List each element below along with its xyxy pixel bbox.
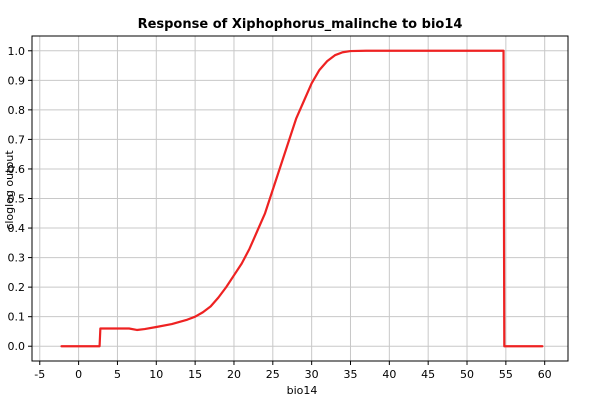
x-axis-label: bio14 xyxy=(287,384,318,397)
plot-frame xyxy=(31,35,569,362)
y-tick-label: 1.0 xyxy=(8,45,26,58)
x-tick-label: 50 xyxy=(460,368,474,381)
y-tick-label: 0.3 xyxy=(8,252,26,265)
response-curve xyxy=(60,49,544,348)
y-tick-label: 0.5 xyxy=(8,193,26,206)
x-tick-label: 5 xyxy=(114,368,121,381)
y-axis-label: cloglog output xyxy=(3,150,16,230)
x-tick-label: 15 xyxy=(188,368,202,381)
x-tick-label: 10 xyxy=(149,368,163,381)
grid-lines xyxy=(32,36,568,361)
y-tick-label: 0.1 xyxy=(8,311,26,324)
x-tick-label: 20 xyxy=(227,368,241,381)
y-tick-label: 0.6 xyxy=(8,163,26,176)
y-tick-label: 0.2 xyxy=(8,281,26,294)
x-tick-label: 25 xyxy=(266,368,280,381)
y-tick-label: 0.4 xyxy=(8,222,26,235)
tick-labels: -5 0 5 10 15 20 25 30 35 40 45 50 55 60 0.0 0.1 0.2 0.3 0.… xyxy=(8,45,552,381)
y-tick-label: 0.9 xyxy=(8,74,26,87)
y-tick-label: 0.8 xyxy=(8,104,26,117)
x-tick-label: -5 xyxy=(34,368,45,381)
y-tick-label: 0.0 xyxy=(8,340,26,353)
x-tick-label: 45 xyxy=(421,368,435,381)
series-layer xyxy=(60,49,544,348)
x-tick-label: 30 xyxy=(305,368,319,381)
x-tick-label: 0 xyxy=(75,368,82,381)
axes xyxy=(28,35,569,365)
chart-title: Response of Xiphophorus_malinche to bio1… xyxy=(138,17,463,32)
y-tick-label: 0.7 xyxy=(8,133,26,146)
x-tick-label: 60 xyxy=(538,368,552,381)
x-tick-label: 40 xyxy=(382,368,396,381)
x-tick-label: 35 xyxy=(343,368,357,381)
x-tick-label: 55 xyxy=(499,368,513,381)
